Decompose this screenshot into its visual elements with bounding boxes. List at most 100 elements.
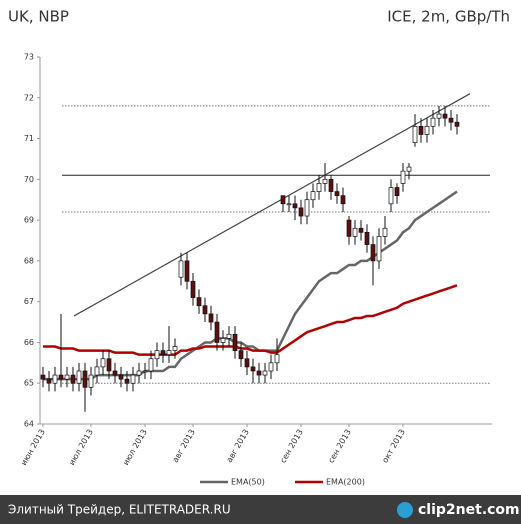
- legend-label: EMA(50): [231, 478, 265, 487]
- x-tick-label: июл 2013: [67, 428, 95, 467]
- candle-body: [238, 350, 244, 360]
- candle-body: [322, 178, 328, 184]
- candle-body: [64, 374, 70, 380]
- candle-body: [106, 358, 112, 372]
- candle-body: [94, 366, 100, 376]
- candle-body: [358, 227, 364, 233]
- candle-body: [304, 199, 310, 217]
- candle-body: [142, 370, 148, 373]
- candle-body: [316, 183, 322, 192]
- candle-body: [388, 187, 394, 205]
- candle-body: [346, 219, 352, 237]
- x-tick-label: сен 2013: [326, 428, 353, 465]
- candle-body: [118, 374, 124, 380]
- ema-line: [43, 190, 458, 381]
- legend-label: EMA(200): [326, 478, 365, 487]
- x-tick-label: авг 2013: [171, 428, 197, 464]
- y-tick-label: 68: [24, 256, 34, 265]
- chart-title: UK, NBP: [8, 8, 69, 26]
- candle-body: [220, 338, 226, 343]
- y-tick-label: 64: [24, 420, 34, 429]
- candle-body: [448, 117, 454, 123]
- y-tick-label: 72: [24, 93, 34, 102]
- candle-body: [202, 305, 208, 315]
- y-tick-label: 71: [24, 134, 34, 143]
- candle-body: [280, 195, 286, 205]
- candle-body: [370, 244, 376, 262]
- candle-body: [76, 370, 82, 384]
- candle-body: [364, 231, 370, 245]
- y-tick-label: 65: [24, 379, 34, 388]
- candle-body: [226, 333, 232, 339]
- x-tick-label: сен 2013: [278, 428, 305, 465]
- y-tick-label: 66: [24, 338, 34, 347]
- candle-body: [136, 370, 142, 376]
- candle-body: [166, 350, 172, 356]
- x-tick-label: окт 2013: [380, 428, 406, 465]
- candle-body: [328, 178, 334, 192]
- candle-body: [292, 203, 298, 209]
- candle-body: [268, 362, 274, 372]
- candle-body: [172, 346, 178, 351]
- candle-body: [124, 378, 130, 384]
- candle-body: [244, 358, 250, 368]
- candle-body: [352, 227, 358, 237]
- candle-body: [214, 321, 220, 343]
- candle-body: [250, 366, 256, 372]
- candle-body: [46, 378, 52, 384]
- candle-body: [70, 374, 76, 384]
- trend-line: [73, 93, 471, 317]
- candle-body: [340, 195, 346, 205]
- candle-body: [148, 358, 154, 372]
- candle-body: [196, 297, 202, 307]
- footer-text: Элитный Трейдер, ELITETRADER.RU: [8, 503, 231, 517]
- candle-body: [412, 125, 418, 143]
- candle-body: [298, 207, 304, 217]
- y-tick-label: 69: [24, 216, 34, 225]
- candle-body: [442, 113, 448, 119]
- candle-body: [334, 191, 340, 196]
- candle-body: [52, 374, 58, 384]
- x-tick-label: авг 2013: [225, 428, 251, 464]
- candle-body: [274, 354, 280, 364]
- x-tick-label: июн 2013: [19, 428, 47, 467]
- candle-body: [382, 227, 388, 237]
- candle-body: [406, 166, 412, 172]
- y-tick-label: 70: [24, 175, 34, 184]
- candle-body: [82, 370, 88, 388]
- candle-body: [190, 280, 196, 298]
- candle-body: [256, 370, 262, 376]
- candle-body: [130, 374, 136, 384]
- candle-body: [58, 374, 64, 380]
- candle-body: [394, 187, 400, 196]
- candle-body: [310, 191, 316, 201]
- candle-body: [100, 358, 106, 368]
- candle-body: [454, 121, 460, 127]
- candle-body: [160, 350, 166, 356]
- candle-body: [436, 113, 442, 119]
- candle-body: [418, 125, 424, 135]
- candle-body: [430, 117, 436, 127]
- y-tick-label: 73: [24, 53, 34, 62]
- y-tick-label: 67: [24, 297, 34, 306]
- candle-body: [262, 370, 268, 376]
- logo-icon: [397, 502, 413, 518]
- candle-body: [178, 260, 184, 278]
- candle-body: [88, 374, 94, 388]
- candle-body: [424, 125, 430, 135]
- candle-body: [286, 203, 292, 206]
- footer-bar: [0, 495, 521, 524]
- candle-body: [184, 260, 190, 282]
- candle-body: [154, 350, 160, 360]
- candle-body: [208, 313, 214, 323]
- candle-body: [232, 333, 238, 351]
- candle-body: [376, 236, 382, 262]
- x-tick-label: июл 2013: [121, 428, 149, 467]
- chart-subtitle: ICE, 2m, GBp/Th: [387, 8, 510, 26]
- candle-body: [400, 170, 406, 184]
- ema-line: [43, 284, 458, 356]
- candle-body: [40, 374, 46, 380]
- logo[interactable]: clip2net.com: [418, 502, 520, 518]
- candle-body: [112, 370, 118, 376]
